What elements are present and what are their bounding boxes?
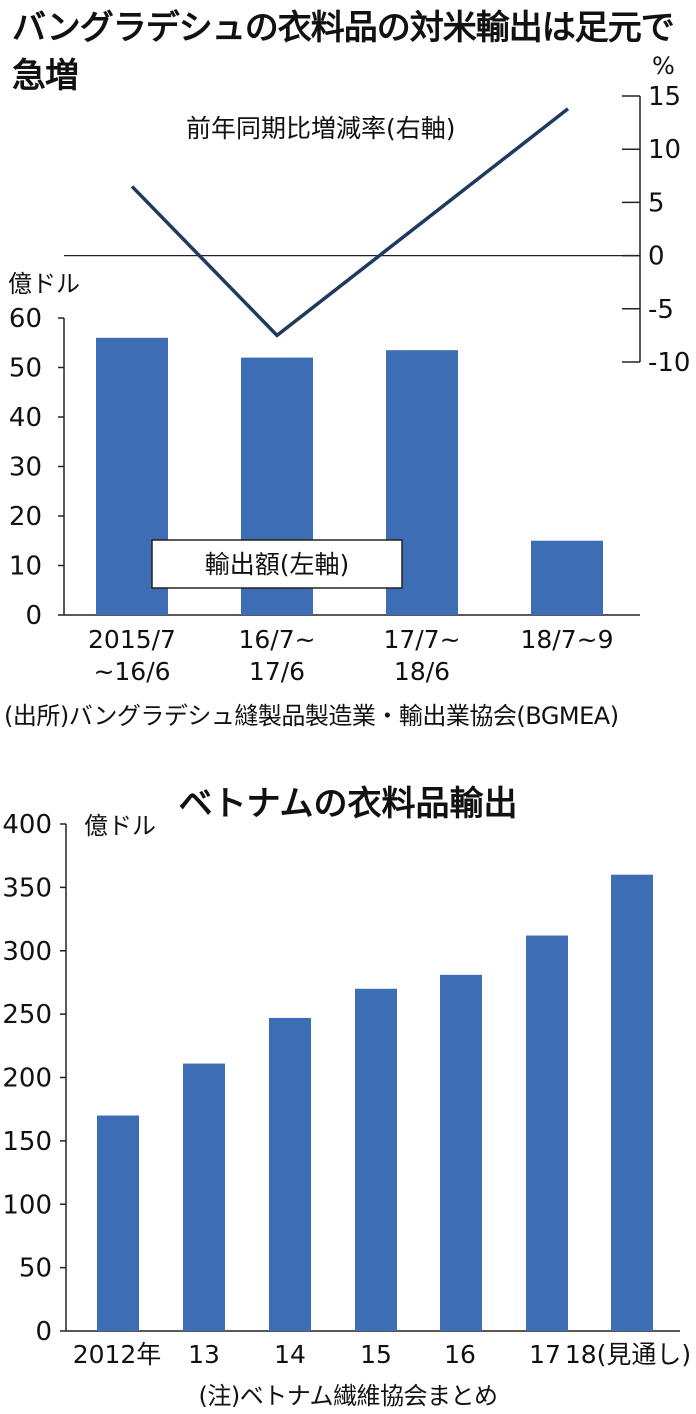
right-tick-label: -5 (648, 295, 674, 325)
chart2-title: ベトナムの衣料品輸出 (178, 784, 518, 824)
right-unit-label: % (652, 52, 675, 80)
right-tick-label: 10 (648, 135, 681, 165)
left-tick-label: 10 (9, 552, 42, 582)
y-tick-label: 350 (2, 873, 52, 903)
right-tick-label: -10 (648, 348, 690, 378)
category-label: 18(見通し) (565, 1340, 691, 1369)
bar-legend-box (151, 539, 403, 589)
chart1-source-note: (出所)バングラデシュ縫製品製造業・輸出業協会(BGMEA) (4, 702, 619, 730)
category-label: 13 (188, 1340, 220, 1369)
growth-rate-line (130, 107, 570, 338)
left-tick-label: 30 (9, 453, 42, 483)
y-tick-label: 200 (2, 1064, 52, 1094)
category-label: 16/7~ (238, 625, 315, 654)
category-label: 2015/7 (88, 625, 176, 654)
right-tick-label: 0 (648, 242, 665, 272)
left-tick-label: 40 (9, 403, 42, 433)
category-label: 2012年 (73, 1340, 162, 1369)
bar (269, 1017, 311, 1331)
y-tick-label: 300 (2, 937, 52, 967)
bar (355, 988, 397, 1331)
bar (440, 974, 482, 1331)
category-label: 18/6 (394, 657, 450, 686)
y-tick-label: 0 (35, 1317, 52, 1347)
y-tick-label: 100 (2, 1190, 52, 1220)
bar (611, 874, 653, 1331)
bar (526, 935, 568, 1331)
y-tick-label: 400 (2, 810, 52, 840)
category-label: 17/6 (249, 657, 305, 686)
left-tick-label: 0 (25, 601, 42, 631)
category-label: 18/7~9 (521, 625, 614, 654)
left-unit-label: 億ドル (8, 270, 80, 298)
chart1-plot: 0 10 20 30 40 50 60 億ドル -10 -5 0 5 10 15% 輸出額(左軸) 前年同期比… (8, 52, 690, 686)
left-tick-label: 60 (9, 304, 42, 334)
bar (97, 1115, 139, 1331)
category-label: 14 (274, 1340, 306, 1369)
right-tick-label: 5 (648, 188, 665, 218)
bar (183, 1063, 225, 1331)
bar-legend-label: 輸出額(左軸) (205, 550, 350, 579)
line-legend-label: 前年同期比増減率(右軸) (186, 114, 456, 143)
left-tick-label: 20 (9, 502, 42, 532)
y-tick-label: 250 (2, 1000, 52, 1030)
category-label: ~16/6 (93, 657, 170, 686)
y-unit-label: 億ドル (84, 812, 156, 840)
category-label: 16 (444, 1340, 476, 1369)
left-tick-label: 50 (9, 354, 42, 384)
y-tick-label: 150 (2, 1127, 52, 1157)
y-tick-label: 50 (19, 1254, 52, 1284)
right-tick-label: 15 (648, 82, 681, 112)
category-label: 15 (360, 1340, 392, 1369)
category-label: 17/7~ (383, 625, 460, 654)
chart1-title: バングラデシュの衣料品の対米輸出は足元で急増 (12, 8, 675, 96)
category-label: 17 (529, 1340, 561, 1369)
bar (531, 540, 603, 615)
chart2-note: (注)ベトナム繊維協会まとめ (198, 1382, 498, 1410)
